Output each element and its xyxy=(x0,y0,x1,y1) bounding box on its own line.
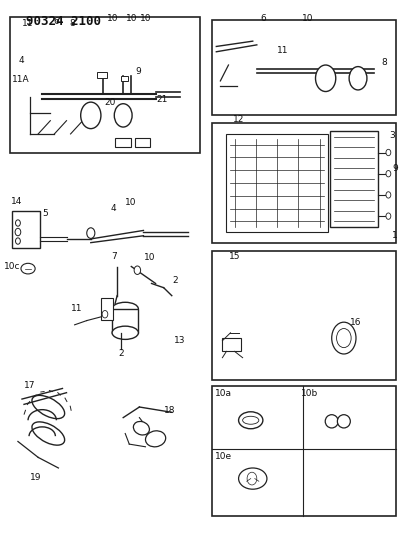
Text: 12: 12 xyxy=(233,115,244,124)
Circle shape xyxy=(16,238,20,244)
Ellipse shape xyxy=(239,412,263,429)
Text: 10e: 10e xyxy=(215,452,232,461)
Circle shape xyxy=(81,102,101,128)
Circle shape xyxy=(102,311,108,318)
Bar xyxy=(121,76,129,81)
Text: 10: 10 xyxy=(144,253,155,262)
Text: 21: 21 xyxy=(156,95,167,104)
Text: 10: 10 xyxy=(125,198,136,207)
Ellipse shape xyxy=(337,415,350,428)
Bar xyxy=(112,309,138,333)
Text: 10a: 10a xyxy=(215,389,232,398)
Text: 10: 10 xyxy=(126,14,137,23)
Text: 18: 18 xyxy=(164,406,175,415)
Ellipse shape xyxy=(112,302,138,316)
Circle shape xyxy=(386,149,391,156)
Text: 11: 11 xyxy=(71,304,82,313)
Text: 16: 16 xyxy=(350,318,362,327)
Bar xyxy=(10,17,200,152)
Text: 90324 2100: 90324 2100 xyxy=(26,14,101,28)
Ellipse shape xyxy=(239,468,267,489)
Circle shape xyxy=(386,171,391,177)
Text: 8: 8 xyxy=(70,19,75,28)
Bar xyxy=(97,72,107,78)
Text: 8: 8 xyxy=(381,58,387,67)
Circle shape xyxy=(315,65,336,92)
Text: 10: 10 xyxy=(107,14,119,23)
Text: 9: 9 xyxy=(392,164,398,173)
Circle shape xyxy=(114,104,132,127)
Bar xyxy=(226,134,328,232)
Bar xyxy=(115,138,131,147)
Bar xyxy=(330,131,378,227)
Text: 10b: 10b xyxy=(301,389,318,398)
Text: 17: 17 xyxy=(24,381,35,390)
Text: 4: 4 xyxy=(110,204,116,213)
Ellipse shape xyxy=(243,416,259,424)
Ellipse shape xyxy=(112,326,138,340)
Circle shape xyxy=(87,228,95,238)
Circle shape xyxy=(349,67,367,90)
Circle shape xyxy=(134,266,141,274)
Circle shape xyxy=(386,213,391,219)
Text: 15: 15 xyxy=(229,253,240,262)
Text: 3: 3 xyxy=(390,131,395,140)
Text: 9: 9 xyxy=(136,67,142,76)
Text: 13: 13 xyxy=(174,336,186,345)
Circle shape xyxy=(337,328,351,348)
Bar xyxy=(135,138,149,147)
Bar xyxy=(212,123,397,243)
Circle shape xyxy=(332,322,356,354)
Text: 11: 11 xyxy=(277,46,289,55)
Circle shape xyxy=(16,220,20,226)
Text: 19: 19 xyxy=(31,473,42,482)
Bar xyxy=(212,251,397,381)
Text: 10c: 10c xyxy=(4,262,20,271)
Text: 2: 2 xyxy=(172,276,178,285)
Circle shape xyxy=(247,472,257,485)
Text: 20: 20 xyxy=(104,98,116,107)
Ellipse shape xyxy=(32,422,64,445)
Ellipse shape xyxy=(146,431,166,447)
Text: 14: 14 xyxy=(11,197,23,206)
Text: 5: 5 xyxy=(42,209,48,218)
Text: 6: 6 xyxy=(260,14,266,23)
Text: 2: 2 xyxy=(118,350,124,359)
Text: 11A: 11A xyxy=(12,75,30,84)
Text: 7: 7 xyxy=(111,253,117,262)
Bar xyxy=(101,298,113,319)
Circle shape xyxy=(386,192,391,198)
Text: 10: 10 xyxy=(140,14,151,23)
Text: 6: 6 xyxy=(53,17,59,26)
Bar xyxy=(222,338,241,351)
Bar xyxy=(12,211,40,248)
Circle shape xyxy=(15,228,21,236)
Ellipse shape xyxy=(325,415,338,428)
Ellipse shape xyxy=(133,422,149,435)
Text: 1: 1 xyxy=(392,231,398,240)
Bar xyxy=(212,386,397,516)
Ellipse shape xyxy=(21,263,35,274)
Text: 11: 11 xyxy=(22,19,34,28)
Text: 4: 4 xyxy=(18,56,24,65)
Ellipse shape xyxy=(32,395,64,418)
Bar xyxy=(212,20,397,115)
Text: 10: 10 xyxy=(302,14,313,23)
